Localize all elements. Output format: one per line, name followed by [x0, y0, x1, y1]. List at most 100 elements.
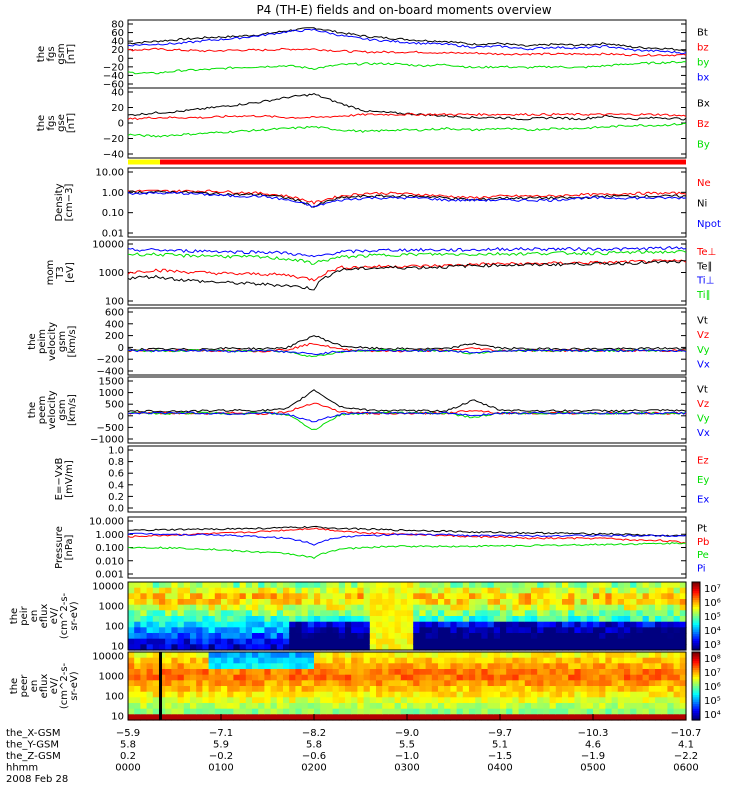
spectrogram-cell — [667, 621, 675, 628]
spectrogram-cell — [655, 674, 662, 681]
spectrogram-cell — [648, 627, 656, 634]
legend-peim_velocity-Vy: Vy — [697, 345, 710, 356]
spectrogram-cell — [531, 633, 538, 640]
spectrogram-cell — [586, 587, 594, 594]
spectrogram-cell — [264, 638, 272, 645]
spectrogram-cell — [493, 703, 501, 710]
spectrogram-cell — [500, 616, 507, 623]
spectrogram-cell — [636, 599, 644, 606]
spectrogram-cell — [562, 644, 569, 651]
spectrogram-cell — [221, 714, 228, 721]
spectrogram-cell — [276, 599, 284, 606]
spectrogram-cell — [679, 616, 687, 623]
spectrogram-cell — [165, 674, 172, 681]
spectrogram-cell — [320, 691, 327, 698]
spectrogram-cell — [208, 686, 216, 693]
spectrogram-cell — [431, 616, 439, 623]
spectrogram-cell — [667, 610, 675, 617]
spectrogram-cell — [264, 697, 272, 704]
spectrogram-cell — [469, 652, 476, 659]
spectrogram-cell — [400, 644, 408, 651]
spectrogram-cell — [388, 627, 396, 634]
spectrogram-cell — [326, 638, 334, 645]
spectrogram-cell — [301, 652, 309, 659]
spectrogram-cell — [245, 669, 253, 676]
spectrogram-cell — [425, 644, 433, 651]
spectrogram-cell — [413, 616, 420, 623]
legend-efield-Ex: Ex — [697, 494, 709, 505]
spectrogram-cell — [605, 599, 613, 606]
spectrogram-cell — [258, 633, 265, 640]
spectrogram-cell — [388, 633, 396, 640]
spectrogram-cell — [593, 663, 600, 670]
spectrogram-cell — [487, 657, 495, 664]
spectrogram-cell — [549, 616, 557, 623]
spectrogram-cell — [283, 708, 290, 715]
ylabel-line: (cm^2-s- — [59, 592, 70, 639]
spectrogram-cell — [487, 638, 495, 645]
spectrogram-cell — [611, 610, 619, 617]
colorbar-cell — [692, 715, 700, 719]
spectrogram-cell — [667, 657, 675, 664]
spectrogram-cell — [376, 621, 383, 628]
spectrogram-cell — [382, 627, 389, 634]
spectrogram-cell — [617, 686, 625, 693]
spectrogram-cell — [642, 697, 650, 704]
spectrogram-cell — [165, 633, 172, 640]
spectrogram-cell — [159, 714, 166, 721]
spectrogram-cell — [369, 599, 377, 606]
legend-density-Ni: Ni — [697, 199, 707, 210]
spectrogram-cell — [648, 669, 656, 676]
spectrogram-cell — [611, 697, 619, 704]
spectrogram-cell — [568, 652, 575, 659]
spectrogram-cell — [183, 599, 191, 606]
spectrogram-cell — [140, 582, 148, 589]
spectrogram-cell — [543, 638, 551, 645]
spectrogram-cell — [227, 633, 234, 640]
spectrogram-cell — [307, 644, 315, 651]
spectrogram-cell — [413, 708, 420, 715]
spectrogram-cell — [413, 599, 420, 606]
spectrogram-cell — [419, 703, 427, 710]
spectrogram-cell — [462, 669, 470, 676]
spectrogram-cell — [283, 663, 290, 670]
spectrogram-cell — [487, 674, 495, 681]
spectrogram-cell — [190, 697, 197, 704]
spectrogram-cell — [462, 697, 470, 704]
spectrogram-cell — [363, 610, 371, 617]
ytick-label: 200 — [105, 331, 124, 342]
colorbar-cell — [692, 604, 700, 608]
spectrogram-cell — [475, 638, 482, 645]
spectrogram-cell — [382, 638, 389, 645]
spectrogram-cell — [450, 703, 458, 710]
spectrogram-cell — [617, 714, 625, 721]
spectrogram-cell — [506, 582, 513, 589]
spectrogram-cell — [537, 708, 544, 715]
spectrogram-cell — [345, 644, 352, 651]
spectrogram-cell — [425, 703, 433, 710]
ylabel-efield: E=−VxB[mV/m] — [54, 458, 75, 501]
spectrogram-cell — [450, 599, 458, 606]
spectrogram-cell — [636, 703, 644, 710]
spectrogram-cell — [283, 652, 290, 659]
spectrogram-cell — [196, 599, 203, 606]
spectrogram-cell — [419, 652, 427, 659]
spectrogram-cell — [134, 652, 141, 659]
spectrogram-cell — [320, 644, 327, 651]
spectrogram-cell — [543, 703, 551, 710]
spectrogram-cell — [574, 587, 582, 594]
spectrogram-cell — [537, 674, 544, 681]
spectrogram-cell — [531, 610, 538, 617]
spectrogram-cell — [128, 674, 135, 681]
spectrogram-cell — [524, 669, 532, 676]
spectrogram-cell — [636, 669, 644, 676]
spectrogram-cell — [450, 663, 458, 670]
spectrogram-cell — [233, 680, 241, 687]
spectrogram-cell — [171, 686, 179, 693]
ylabel-peir_spectrogram: thepeirenefluxeV/(cm^2-s-sr-eV) — [9, 592, 80, 639]
spectrogram-cell — [630, 582, 637, 589]
spectrogram-cell — [438, 657, 445, 664]
spectrogram-cell — [202, 604, 210, 611]
spectrogram-cell — [673, 663, 681, 670]
spectrogram-cell — [506, 669, 513, 676]
